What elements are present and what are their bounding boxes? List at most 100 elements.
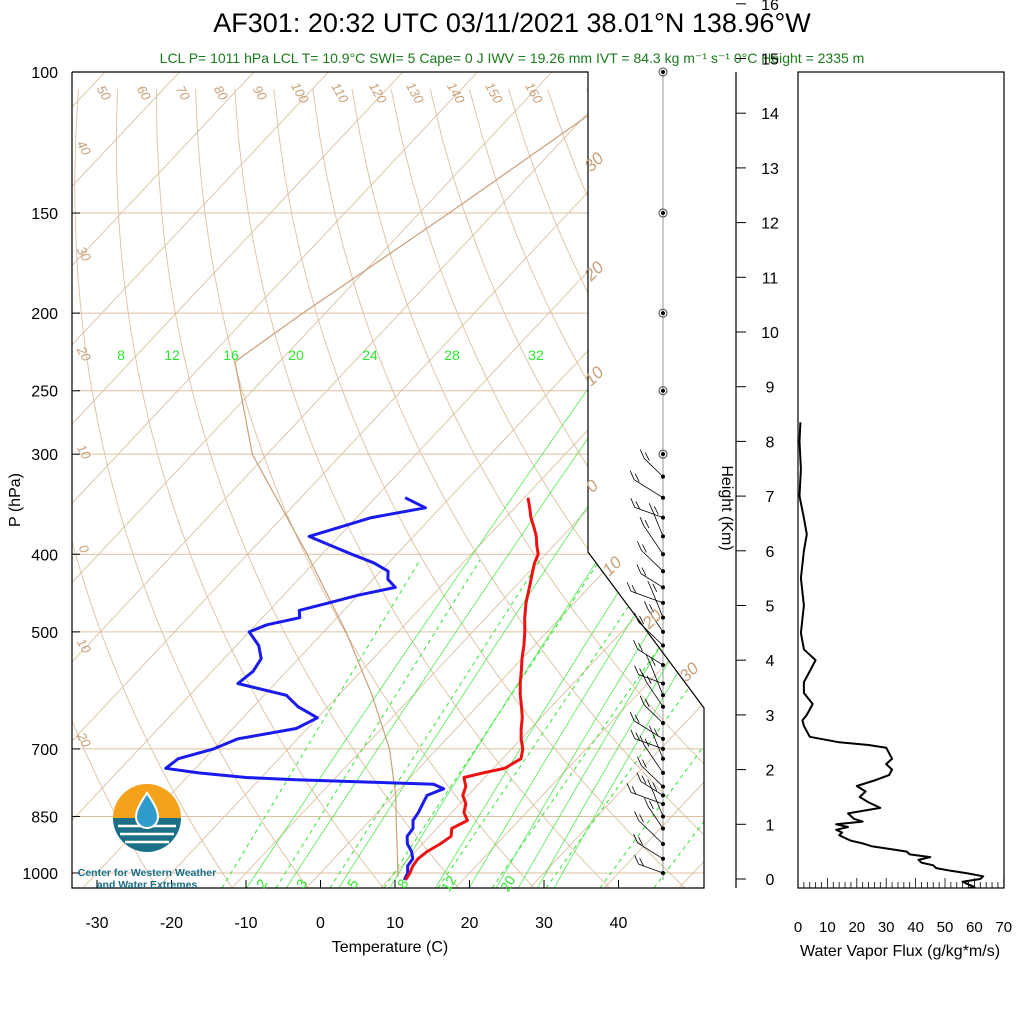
- wind-barb: [630, 590, 664, 604]
- y-tick-label: 500: [31, 625, 58, 642]
- flux-tick-label: 70: [995, 919, 1012, 936]
- mixing-ratio-label: 2: [253, 876, 271, 891]
- isotherm-label: 60: [134, 83, 155, 104]
- wind-barb-flag: [629, 711, 635, 721]
- mixing-ratio-line: [494, 361, 704, 888]
- wind-barb: [643, 525, 664, 555]
- height-tick-label: 7: [766, 489, 775, 506]
- wind-barb: [634, 738, 664, 750]
- wind-barbs: [626, 67, 668, 880]
- wind-barb-flag: [639, 516, 645, 527]
- x-tick-label: 10: [386, 915, 404, 932]
- height-tick-label: 2: [766, 763, 775, 780]
- wind-barb-flag: [637, 756, 642, 766]
- wv-x-axis-title: Water Vapor Flux (g/kg*m/s): [800, 943, 1000, 960]
- wind-barb: [644, 458, 664, 477]
- y-tick-label: 850: [31, 809, 58, 826]
- dry-adiabat-line: [703, 88, 704, 888]
- wind-barb-flag: [633, 833, 638, 844]
- temp-label-right: 10: [599, 552, 626, 579]
- flux-tick-label: 50: [937, 919, 954, 936]
- mixing-ratio-label: 12: [438, 873, 460, 895]
- wind-barb-flag: [636, 564, 642, 574]
- height-tick-label: 8: [766, 434, 775, 451]
- mixing-ratio-label: 12: [164, 347, 180, 363]
- wind-barb-flag: [631, 786, 637, 795]
- wind-barb: [649, 663, 664, 696]
- x-tick-label: -20: [160, 915, 183, 932]
- height-tick-label: 12: [761, 216, 779, 233]
- isotherm-line: [72, 72, 644, 888]
- isotherm-line: [72, 72, 704, 888]
- wind-level-dot: [661, 452, 665, 457]
- wind-barb-flag: [639, 814, 644, 823]
- isotherm-line: [155, 72, 704, 888]
- wind-barb-flag: [642, 544, 647, 553]
- y-axis-title: P (hPa): [7, 473, 24, 527]
- isotherm-line: [72, 72, 570, 888]
- wind-barb: [641, 765, 664, 787]
- moist-adiabat-line: [437, 559, 661, 888]
- mixing-ratio-label: 3: [293, 876, 311, 891]
- y-tick-label: 300: [31, 447, 58, 464]
- temp-label-left: 40: [74, 138, 95, 159]
- isotherm-line: [80, 72, 704, 888]
- height-tick-label: 4: [766, 653, 775, 670]
- height-tick-label: 1: [766, 817, 775, 834]
- dry-adiabat-line: [234, 88, 612, 888]
- wind-calm-circle: [658, 449, 668, 459]
- wind-barb: [645, 681, 664, 707]
- height-tick-label: 0: [766, 872, 775, 889]
- wind-barb-flag: [631, 585, 637, 594]
- mixing-ratio-line: [244, 361, 608, 888]
- temp-label-right: 30: [676, 658, 703, 685]
- moist-adiabat-line: [329, 559, 541, 888]
- wind-barb: [640, 573, 664, 588]
- wind-barb-flag: [639, 668, 644, 677]
- wind-barb-flag: [648, 503, 654, 513]
- wind-barb: [637, 648, 664, 666]
- wind-level-dot: [661, 70, 665, 74]
- logo-drop-icon: [134, 791, 160, 829]
- isotherm-label: 160: [522, 80, 546, 107]
- moist-adiabat-line: [599, 559, 704, 888]
- isotherm-label: 90: [250, 83, 271, 104]
- wind-barb-flag: [645, 654, 651, 664]
- wind-barb-flag: [634, 665, 639, 675]
- wind-barb-flag: [644, 601, 649, 611]
- isotherm-line: [72, 72, 346, 888]
- isotherm-line: [229, 72, 704, 888]
- mixing-ratio-label: 8: [117, 347, 125, 363]
- mixing-ratio-label: 5: [344, 876, 362, 891]
- dewpoint-line: [164, 496, 446, 881]
- sounding-stats: LCL P= 1011 hPa LCL T= 10.9°C SWI= 5 Cap…: [159, 50, 865, 66]
- isotherm-line: [453, 72, 704, 888]
- wind-barb: [630, 791, 664, 805]
- wind-barb: [640, 781, 664, 796]
- wind-barb-flag: [634, 854, 639, 865]
- skewt-frame: [71, 71, 705, 889]
- wind-barb-flag: [638, 642, 643, 652]
- wind-barb: [652, 734, 664, 759]
- mixing-ratio-label: 20: [288, 347, 304, 363]
- y-tick-label: 250: [31, 384, 58, 401]
- wind-barb: [651, 589, 664, 618]
- mixing-ratio-label: 24: [362, 347, 378, 363]
- wind-barb-flag: [630, 729, 636, 739]
- x-tick-label: 40: [610, 915, 628, 932]
- wind-barb-flag: [634, 714, 640, 724]
- wind-barb-flag: [626, 582, 632, 592]
- wind-barb-flag: [638, 836, 643, 846]
- wind-barb-flag: [641, 567, 647, 576]
- wind-barb: [652, 512, 664, 537]
- isotherm-line: [602, 72, 704, 888]
- dry-adiabat-line: [743, 89, 1024, 890]
- mixing-ratio-label: 8: [394, 876, 412, 891]
- wind-calm-circle: [658, 67, 668, 77]
- wind-barb-flag: [635, 732, 641, 741]
- wind-barb-flag: [636, 772, 642, 782]
- dry-adiabat-line: [312, 88, 704, 888]
- logo-text-line1: Center for Western Weather: [78, 867, 216, 879]
- height-tick-label: 16: [761, 0, 779, 14]
